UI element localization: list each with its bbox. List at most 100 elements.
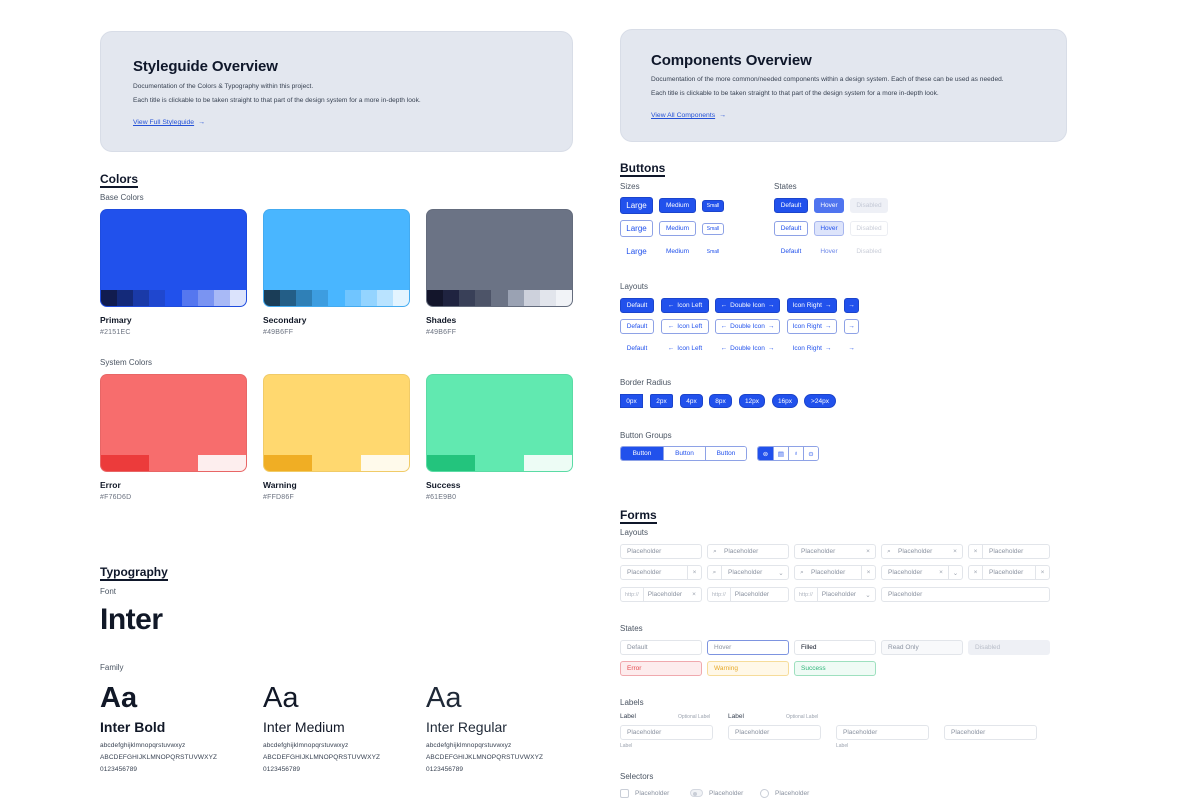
input-leading-clear[interactable]: × Placeholder [968, 544, 1050, 559]
input-clear-dropdown[interactable]: Placeholder × ⌄ [881, 565, 963, 580]
layout-icon-right-solid[interactable]: Icon Right → [787, 298, 837, 313]
group-button-3[interactable]: Button [705, 447, 746, 460]
button-default-ghost[interactable]: Default [780, 248, 802, 255]
group-drop-icon[interactable]: ♁ [788, 447, 803, 460]
radius-4px-button[interactable]: 4px [680, 394, 703, 408]
layout-double-icon-solid[interactable]: ← Double Icon → [715, 298, 780, 313]
toggle-icon[interactable] [690, 789, 703, 797]
layout-default-outline[interactable]: Default [620, 319, 654, 334]
clear-icon[interactable]: × [1035, 566, 1049, 579]
input-prefix-clear[interactable]: http:// Placeholder × [620, 587, 702, 602]
clear-icon[interactable]: × [969, 566, 983, 579]
radius-16px-button[interactable]: 16px [772, 394, 798, 408]
input-state-warning[interactable]: Warning [707, 661, 789, 676]
button-hover-outline[interactable]: Hover [814, 221, 844, 236]
swatch-primary: Primary #2151EC [100, 209, 247, 336]
clear-icon[interactable]: × [687, 566, 701, 579]
group-button-1[interactable]: Button [621, 447, 663, 460]
input-clear-addon[interactable]: Placeholder × [620, 565, 702, 580]
button-small-outline[interactable]: Small [702, 223, 724, 235]
button-default-outline[interactable]: Default [774, 221, 808, 236]
typography-heading[interactable]: Typography [100, 565, 168, 581]
layout-icon-left-solid[interactable]: ← Icon Left [661, 298, 709, 313]
layout-default-ghost[interactable]: Default [626, 345, 648, 352]
group-target-icon[interactable]: ⊚ [758, 447, 773, 460]
input-state-filled[interactable]: Filled [794, 640, 876, 655]
radio-icon[interactable] [760, 789, 769, 798]
radius-8px-button[interactable]: 8px [709, 394, 732, 408]
clear-icon[interactable]: × [866, 548, 870, 555]
labeled-input-4[interactable]: Placeholder [944, 725, 1037, 740]
button-small-solid[interactable]: Small [702, 200, 724, 212]
placeholder-text: Placeholder [801, 548, 836, 555]
input-search-clearable[interactable]: ⌕ Placeholder × [881, 544, 963, 559]
input-search-clear-addon[interactable]: ⌕ Placeholder × [794, 565, 876, 580]
search-icon: ⌕ [800, 568, 804, 576]
clear-icon[interactable]: × [939, 569, 943, 576]
radius-2px-button[interactable]: 2px [650, 394, 673, 408]
input-state-default[interactable]: Default [620, 640, 702, 655]
layout-icon-left-ghost[interactable]: ← Icon Left [661, 341, 709, 356]
button-medium-ghost[interactable]: Medium [665, 248, 690, 255]
buttons-heading[interactable]: Buttons [620, 161, 666, 177]
clear-icon[interactable]: × [692, 591, 696, 598]
state-text: Hover [714, 644, 732, 651]
button-default-solid[interactable]: Default [774, 198, 808, 213]
family-label: Family [100, 663, 124, 672]
input-prefix[interactable]: http:// Placeholder [707, 587, 789, 602]
input-clearable[interactable]: Placeholder × [794, 544, 876, 559]
button-large-outline[interactable]: Large [620, 220, 653, 237]
layout-icon-right-outline[interactable]: Icon Right → [787, 319, 837, 334]
button-medium-outline[interactable]: Medium [659, 221, 696, 236]
button-hover-solid[interactable]: Hover [814, 198, 844, 213]
chevron-down-icon[interactable]: ⌄ [948, 566, 962, 579]
toggle-selector[interactable]: Placeholder [690, 789, 743, 797]
radius-24px-button[interactable]: >24px [804, 394, 836, 408]
button-large-solid[interactable]: Large [620, 197, 653, 214]
swatch-name: Primary [100, 315, 132, 325]
shades-shade-strip [427, 290, 572, 306]
input-plain[interactable]: Placeholder [620, 544, 702, 559]
clear-icon[interactable]: × [969, 545, 983, 558]
labeled-input-2[interactable]: Placeholder [728, 725, 821, 740]
clear-icon[interactable]: × [953, 548, 957, 555]
input-state-hover[interactable]: Hover [707, 640, 789, 655]
radius-12px-button[interactable]: 12px [739, 394, 765, 408]
layout-icon-left-outline[interactable]: ← Icon Left [661, 319, 709, 334]
layout-icon-only-solid[interactable]: → [844, 298, 859, 313]
input-double-clear[interactable]: × Placeholder × [968, 565, 1050, 580]
layout-double-icon-outline[interactable]: ← Double Icon → [715, 319, 780, 334]
button-hover-ghost[interactable]: Hover [820, 248, 838, 255]
group-settings-icon[interactable]: ⊙ [803, 447, 818, 460]
input-prefix-dropdown[interactable]: http:// Placeholder ⌄ [794, 587, 876, 602]
layout-icon-only-outline[interactable]: → [844, 319, 859, 334]
input-state-error[interactable]: Error [620, 661, 702, 676]
checkbox-selector[interactable]: Placeholder [620, 789, 669, 798]
clear-icon[interactable]: × [861, 566, 875, 579]
button-large-ghost[interactable]: Large [626, 247, 647, 256]
button-medium-solid[interactable]: Medium [659, 198, 696, 213]
button-small-ghost[interactable]: Small [706, 249, 720, 255]
group-button-2[interactable]: Button [663, 447, 705, 460]
layout-icon-only-ghost[interactable]: → [844, 341, 859, 356]
checkbox-icon[interactable] [620, 789, 629, 798]
labeled-input-3[interactable]: Placeholder [836, 725, 929, 740]
input-search[interactable]: ⌕ Placeholder [707, 544, 789, 559]
input-wide[interactable]: Placeholder [881, 587, 1050, 602]
view-all-components-link[interactable]: View All Components → [651, 112, 726, 119]
input-search-dropdown[interactable]: ⌕ Placeholder ⌄ [707, 565, 789, 580]
layout-double-icon-ghost[interactable]: ← Double Icon → [715, 341, 780, 356]
chevron-down-icon[interactable]: ⌄ [778, 569, 784, 577]
colors-heading[interactable]: Colors [100, 172, 139, 188]
radio-selector[interactable]: Placeholder [760, 789, 809, 798]
input-state-success[interactable]: Success [794, 661, 876, 676]
radius-0px-button[interactable]: 0px [620, 394, 643, 408]
button-group-icons: ⊚ ▤ ♁ ⊙ [757, 446, 819, 461]
labeled-input-1[interactable]: Placeholder [620, 725, 713, 740]
chevron-down-icon[interactable]: ⌄ [865, 591, 871, 599]
forms-heading[interactable]: Forms [620, 508, 657, 524]
group-calendar-icon[interactable]: ▤ [773, 447, 788, 460]
view-full-styleguide-link[interactable]: View Full Styleguide → [133, 119, 205, 126]
layout-icon-right-ghost[interactable]: Icon Right → [787, 341, 837, 356]
layout-default-solid[interactable]: Default [620, 298, 654, 313]
